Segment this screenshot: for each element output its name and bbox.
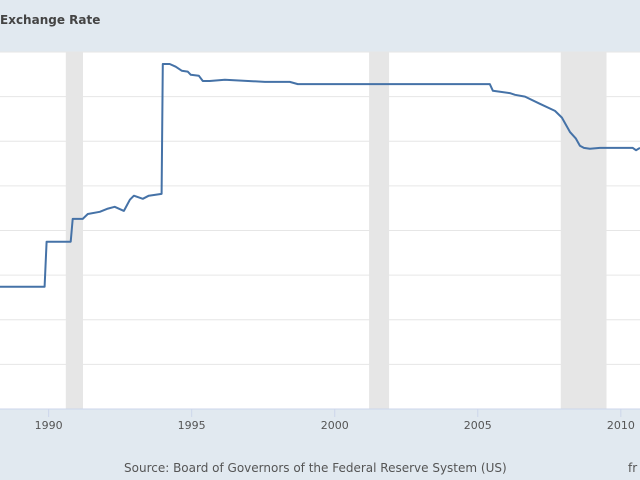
source-note: Source: Board of Governors of the Federa… bbox=[124, 461, 507, 475]
series-group bbox=[0, 63, 640, 288]
gridlines bbox=[0, 51, 640, 410]
x-tick-label: 1990 bbox=[35, 419, 63, 432]
x-tick-label: 2000 bbox=[321, 419, 349, 432]
chart-title: Exchange Rate bbox=[0, 13, 101, 27]
fred-credit-link[interactable]: fr bbox=[628, 461, 638, 475]
x-axis: 1990 1995 2000 2005 2010 bbox=[35, 409, 635, 432]
x-tick-label: 2005 bbox=[464, 419, 492, 432]
x-tick-label: 2010 bbox=[607, 419, 635, 432]
series-line bbox=[0, 63, 640, 288]
x-tick-label: 1995 bbox=[178, 419, 206, 432]
